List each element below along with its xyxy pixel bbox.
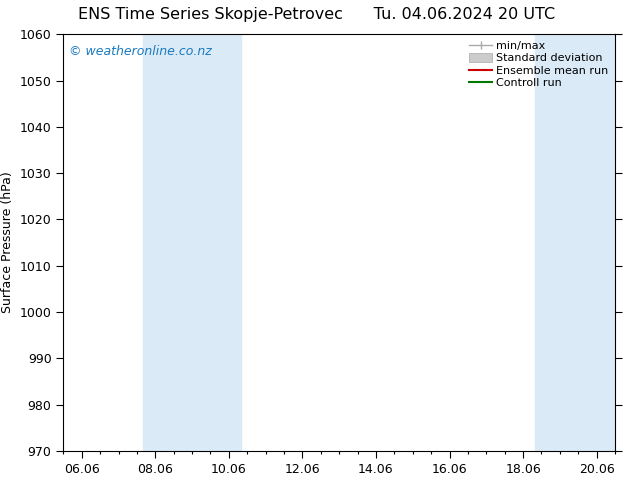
Y-axis label: Surface Pressure (hPa): Surface Pressure (hPa) xyxy=(1,172,14,314)
Bar xyxy=(143,34,241,451)
Text: © weatheronline.co.nz: © weatheronline.co.nz xyxy=(69,45,212,58)
Text: ENS Time Series Skopje-Petrovec      Tu. 04.06.2024 20 UTC: ENS Time Series Skopje-Petrovec Tu. 04.0… xyxy=(79,7,555,23)
Bar xyxy=(535,34,633,451)
Legend: min/max, Standard deviation, Ensemble mean run, Controll run: min/max, Standard deviation, Ensemble me… xyxy=(466,38,612,92)
